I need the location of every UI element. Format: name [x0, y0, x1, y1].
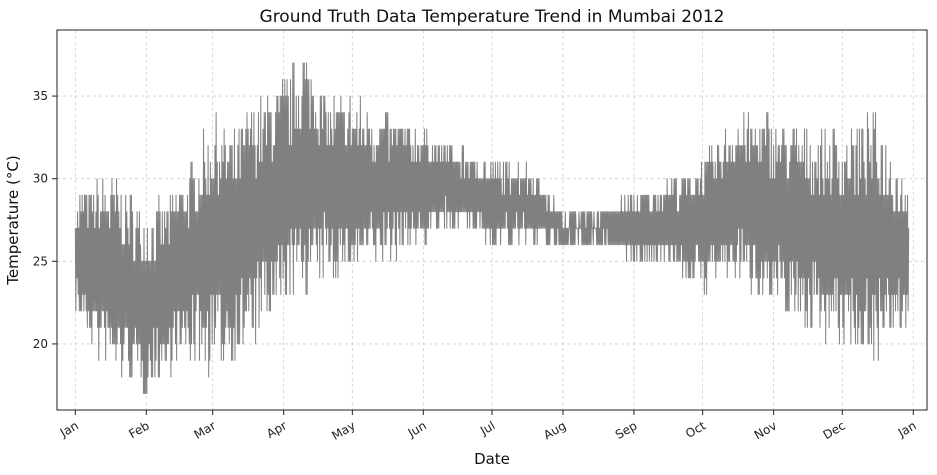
x-tick-label: Sep [613, 418, 640, 441]
series-temperature [74, 62, 910, 394]
x-tick-label: Dec [821, 418, 848, 442]
x-tick-label: Feb [126, 418, 151, 441]
x-tick-label: Jan [57, 418, 81, 440]
temperature-line [74, 62, 910, 394]
chart-title: Ground Truth Data Temperature Trend in M… [260, 7, 725, 27]
y-tick-label: 20 [33, 337, 48, 351]
x-tick-label: Oct [683, 418, 708, 441]
y-tick-label: 25 [33, 254, 48, 268]
y-axis-label: Temperature (°C) [4, 155, 22, 285]
x-tick-label: Jan [895, 418, 919, 440]
y-tick-label: 35 [33, 89, 48, 103]
x-tick-label: Apr [264, 418, 289, 441]
x-tick-label: Mar [192, 418, 219, 441]
x-tick-label: May [329, 418, 357, 443]
y-tick-label: 30 [33, 172, 48, 186]
x-tick-label: Jun [405, 418, 429, 440]
x-tick-label: Jul [477, 418, 497, 438]
plot-frame [56, 29, 928, 411]
x-axis-label: Date [474, 450, 510, 468]
x-tick-label: Nov [752, 418, 779, 442]
x-tick-label: Aug [541, 418, 568, 442]
